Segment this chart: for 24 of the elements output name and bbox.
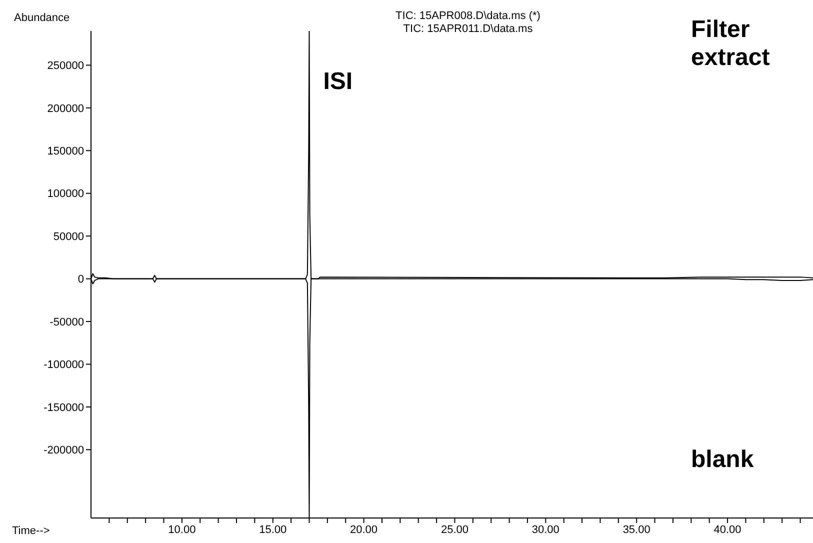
y-tick-label: 150000	[47, 146, 84, 158]
chart-title: TIC: 15APR008.D\data.ms (*)	[394, 10, 542, 22]
x-tick-label: 30.00	[532, 524, 560, 536]
y-tick-label: -200000	[44, 444, 84, 457]
x-tick-label: 35.00	[622, 524, 650, 536]
x-axis-title: Time-->	[12, 525, 50, 537]
y-tick-label: 50000	[53, 230, 84, 243]
y-tick-label: 200000	[47, 102, 84, 115]
y-axis-title: Abundance	[14, 12, 70, 24]
annotation: ISI	[323, 68, 353, 96]
y-tick-label: 250000	[47, 60, 84, 72]
x-tick-label: 25.00	[440, 524, 468, 536]
x-tick-label: 20.00	[350, 524, 378, 536]
x-tick-label: 10.00	[168, 524, 196, 536]
x-tick-label: 40.00	[714, 524, 742, 536]
annotation: Filter extract	[691, 16, 771, 72]
y-tick-label: 0	[78, 274, 84, 286]
chart-subtitle: TIC: 15APR011.D\data.ms	[402, 23, 534, 35]
x-tick-label: 15.00	[259, 524, 287, 536]
y-tick-label: -100000	[44, 359, 84, 372]
y-tick-label: -50000	[50, 316, 84, 328]
annotation: blank	[691, 446, 755, 474]
y-tick-label: -150000	[44, 402, 84, 414]
y-tick-label: 100000	[47, 188, 84, 200]
